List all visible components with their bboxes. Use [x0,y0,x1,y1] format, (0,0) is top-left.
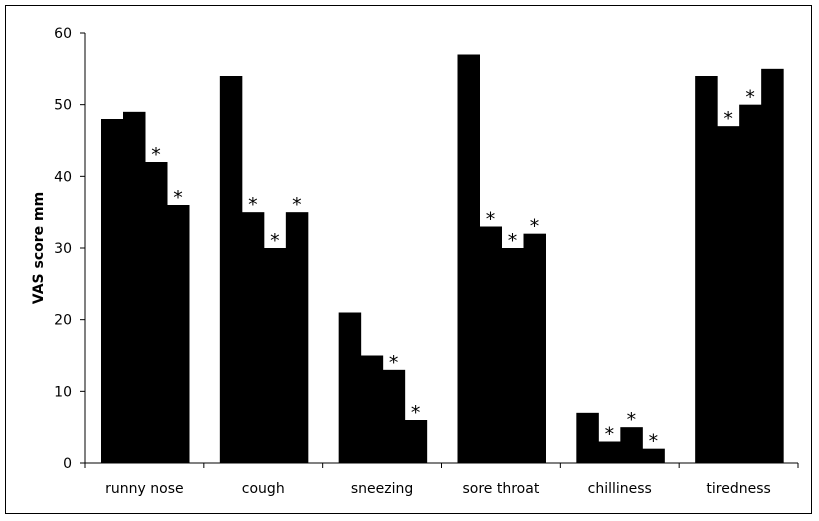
bar [167,205,190,463]
bar [620,427,643,463]
bar [404,420,428,463]
y-tick-label: 10 [54,384,72,400]
significance-marker: * [389,352,399,374]
bar [101,119,124,463]
y-tick-label: 50 [54,98,72,114]
bar [382,369,406,463]
y-tick-label: 0 [63,456,72,472]
significance-marker: * [605,424,615,446]
bar [479,226,502,463]
bar [457,54,480,463]
bar [576,412,599,463]
significance-marker: * [411,402,421,424]
bar [360,355,384,463]
category-label: sneezing [351,481,413,497]
bar [241,212,265,463]
significance-marker: * [486,209,496,231]
y-axis: 0 10 20 30 40 50 60 [54,26,86,472]
significance-marker: * [151,144,161,166]
category-label: chilliness [588,481,652,497]
significance-marker: * [530,216,540,238]
significance-marker: * [270,230,280,252]
x-axis: runny nose cough sneezing sore throat chilli… [84,462,799,497]
y-tick-label: 40 [54,169,72,185]
significance-marker: * [292,194,302,216]
bar [642,448,665,463]
significance-markers: * * * * * * * * * * * * * * * [151,87,755,453]
category-label: sore throat [463,481,540,497]
category-label: tiredness [706,481,770,497]
significance-marker: * [723,108,733,130]
significance-marker: * [745,87,755,109]
bars [101,54,784,464]
bar [761,68,784,463]
significance-marker: * [173,187,183,209]
significance-marker: * [649,431,659,453]
category-label: cough [242,481,285,497]
y-tick-label: 30 [54,241,72,257]
bar [263,248,287,463]
bar [598,441,621,463]
bar [695,76,718,463]
category-label: runny nose [105,481,183,497]
significance-marker: * [248,194,258,216]
bar [123,111,146,463]
significance-marker: * [627,409,637,431]
bar [501,248,524,463]
bar [338,312,362,463]
y-tick-label: 20 [54,313,72,329]
bar [523,233,546,463]
y-axis-label: VAS score mm [31,192,47,304]
bar [285,212,309,463]
significance-marker: * [508,230,518,252]
bar [219,76,243,463]
y-tick-label: 60 [54,26,72,42]
bar [739,104,762,464]
bar [145,162,168,463]
bar [717,126,740,464]
